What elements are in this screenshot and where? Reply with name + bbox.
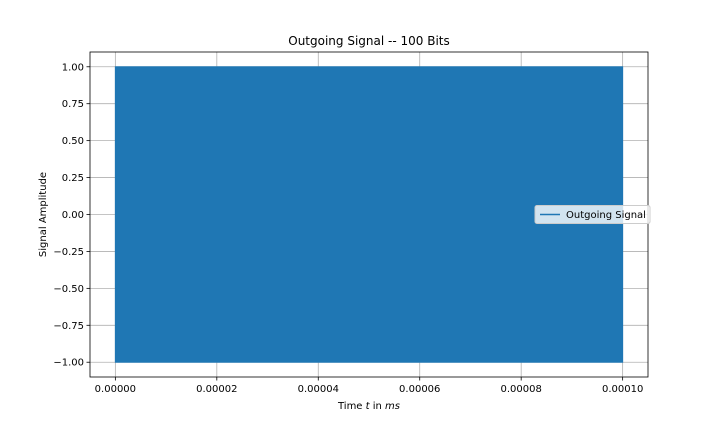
legend: Outgoing Signal (534, 205, 651, 224)
y-axis-label: Signal Amplitude (38, 172, 49, 257)
y-tick-label: −1.00 (53, 358, 84, 369)
x-tick-label: 0.00010 (602, 384, 643, 395)
y-tick-label: 0.75 (62, 99, 84, 110)
y-tick-label: 1.00 (62, 62, 84, 73)
y-tick-label: −0.25 (53, 247, 84, 258)
ticks-layer: 0.00000 0.00002 0.00004 0.00006 0.00008 0.000… (53, 62, 643, 395)
legend-box (534, 205, 651, 224)
y-tick-label: −0.75 (53, 321, 84, 332)
x-tick-label: 0.00000 (95, 384, 136, 395)
chart-title: Outgoing Signal -- 100 Bits (288, 34, 449, 48)
legend-entry-label: Outgoing Signal (566, 210, 646, 221)
x-tick-label: 0.00008 (501, 384, 542, 395)
x-axis-label-part: ms (385, 401, 400, 412)
x-axis-label-part: t (366, 401, 371, 412)
x-tick-label: 0.00006 (399, 384, 440, 395)
y-tick-label: −0.50 (53, 284, 84, 295)
x-axis-label-part: Time (337, 401, 366, 412)
y-tick-label: 0.00 (62, 210, 84, 221)
y-tick-label: 0.25 (62, 173, 84, 184)
x-axis-label-part: in (370, 401, 385, 412)
x-tick-label: 0.00002 (196, 384, 237, 395)
y-tick-label: 0.50 (62, 136, 84, 147)
x-axis-label: Time t in ms (337, 401, 400, 412)
x-tick-label: 0.00004 (298, 384, 339, 395)
